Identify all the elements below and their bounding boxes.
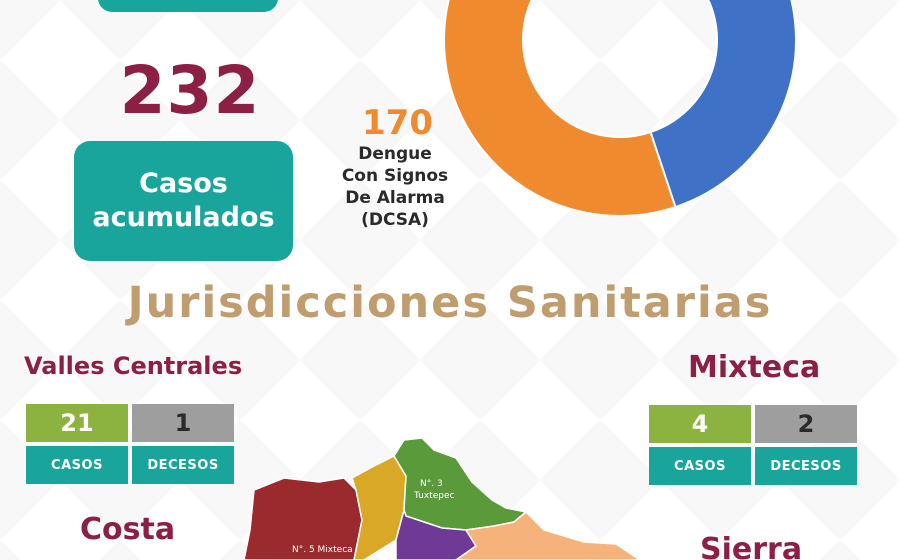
map-region-istmo: [454, 510, 642, 560]
dcsa-label-line4: (DCSA): [361, 210, 429, 230]
valles-deaths-label: DECESOS: [132, 446, 234, 484]
accumulated-cases-box: Casos acumulados: [74, 141, 293, 261]
map-label-tuxtepec-2: Tuxtepec: [413, 491, 454, 501]
mixteca-cases-label: CASOS: [649, 447, 751, 485]
stat-box-mixteca: 4 2 CASOS DECESOS: [649, 405, 857, 485]
region-name-mixteca: Mixteca: [688, 350, 821, 385]
map-label-tuxtepec-1: N°. 3: [420, 479, 443, 489]
mixteca-deaths-value: 2: [755, 405, 857, 443]
total-cases-number: 232: [119, 52, 261, 129]
oaxaca-jurisdictions-map: N°. 3 Tuxtepec N°. 5 Mixteca: [244, 437, 642, 560]
accumulated-label-line1: Casos: [139, 168, 228, 199]
map-label-mixteca: N°. 5 Mixteca: [292, 545, 353, 555]
accumulated-label-line2: acumulados: [92, 202, 275, 233]
region-name-valles: Valles Centrales: [24, 352, 243, 380]
region-name-costa: Costa: [80, 512, 176, 547]
stat-box-valles: 21 1 CASOS DECESOS: [26, 404, 234, 484]
dcsa-label-line3: De Alarma: [345, 188, 445, 208]
valles-deaths-value: 1: [132, 404, 234, 442]
dcsa-label-line2: Con Signos: [341, 166, 449, 186]
dcsa-label-line1: Dengue: [358, 144, 432, 164]
top-teal-tab: [98, 0, 278, 12]
dcsa-count: 170: [362, 103, 433, 143]
valles-cases-label: CASOS: [26, 446, 128, 484]
donut-segment-1: [649, 0, 797, 209]
map-region-tuxtepec: [393, 437, 528, 531]
region-name-sierra: Sierra: [700, 532, 803, 560]
donut-segment-0: [443, 0, 710, 217]
section-title: Jurisdicciones Sanitarias: [127, 278, 773, 328]
dcsa-label: Dengue Con Signos De Alarma (DCSA): [325, 143, 465, 231]
cases-donut-chart: [443, 0, 797, 217]
mixteca-cases-value: 4: [649, 405, 751, 443]
valles-cases-value: 21: [26, 404, 128, 442]
mixteca-deaths-label: DECESOS: [755, 447, 857, 485]
